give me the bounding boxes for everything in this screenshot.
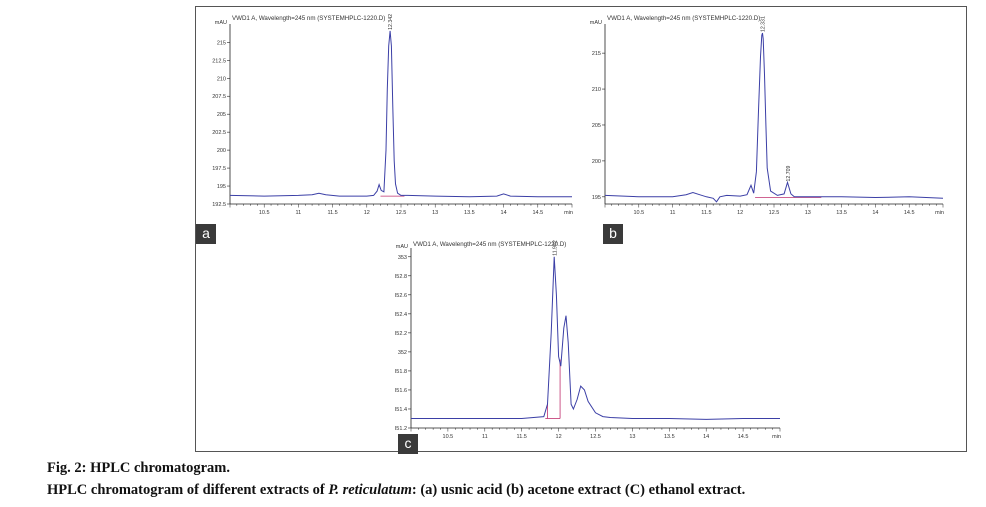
chromatogram-c-plot: VWD1 A, Wavelength=245 nm (SYSTEMHPLC-12… bbox=[395, 240, 781, 440]
x-axis-label-b: min bbox=[935, 210, 944, 216]
x-tick-label-c: 14 bbox=[703, 434, 709, 440]
chromatogram-b-plot: VWD1 A, Wavelength=245 nm (SYSTEMHPLC-12… bbox=[590, 15, 944, 216]
y-tick-label-a: 197.5 bbox=[212, 166, 226, 172]
x-tick-label-a: 13 bbox=[432, 210, 438, 216]
y-tick-label-a: 205 bbox=[217, 112, 226, 118]
y-tick-label-b: 200 bbox=[592, 159, 601, 165]
x-tick-label-b: 12 bbox=[737, 210, 743, 216]
y-tick-label-a: 192.5 bbox=[212, 202, 226, 208]
x-tick-label-a: 13.5 bbox=[464, 210, 475, 216]
x-tick-label-b: 11 bbox=[670, 210, 676, 216]
y-tick-label-b: 205 bbox=[592, 123, 601, 129]
trace-line-c bbox=[411, 256, 780, 420]
x-axis-label-c: min bbox=[772, 434, 781, 440]
x-tick-label-c: 10.5 bbox=[443, 434, 454, 440]
y-tick-label-b: 195 bbox=[592, 195, 601, 201]
caption-title: Fig. 2: HPLC chromatogram. bbox=[47, 460, 230, 476]
panel-label-c: c bbox=[398, 434, 418, 454]
y-tick-label-b: 210 bbox=[592, 87, 601, 93]
x-tick-label-c: 14.5 bbox=[738, 434, 749, 440]
caption-description: HPLC chromatogram of different extracts … bbox=[47, 482, 745, 499]
y-tick-label-c: 351.2 bbox=[395, 426, 407, 432]
y-tick-label-a: 215 bbox=[217, 40, 226, 46]
chart-title-c: VWD1 A, Wavelength=245 nm (SYSTEMHPLC-12… bbox=[413, 241, 566, 248]
x-tick-label-a: 11 bbox=[296, 210, 302, 216]
x-tick-label-b: 13 bbox=[805, 210, 811, 216]
peak-label-c: 11.942 bbox=[552, 240, 558, 256]
caption-text-after: : (a) usnic acid (b) acetone extract (C)… bbox=[411, 482, 746, 498]
chart-title-a: VWD1 A, Wavelength=245 nm (SYSTEMHPLC-12… bbox=[232, 15, 385, 22]
y-tick-label-a: 212.5 bbox=[212, 58, 226, 64]
x-tick-label-b: 11.5 bbox=[701, 210, 711, 216]
y-tick-label-c: 352 bbox=[398, 350, 407, 356]
chromatogram-panel-a: VWD1 A, Wavelength=245 nm (SYSTEMHPLC-12… bbox=[200, 12, 580, 217]
chart-title-b: VWD1 A, Wavelength=245 nm (SYSTEMHPLC-12… bbox=[607, 15, 760, 22]
x-tick-label-a: 10.5 bbox=[259, 210, 270, 216]
x-tick-label-b: 12.5 bbox=[769, 210, 780, 216]
x-tick-label-a: 12.5 bbox=[396, 210, 407, 216]
caption-species: P. reticulatum bbox=[328, 482, 412, 498]
y-tick-label-a: 202.5 bbox=[212, 130, 226, 136]
y-tick-label-c: 353 bbox=[398, 255, 407, 261]
y-tick-label-c: 352.4 bbox=[395, 312, 407, 318]
x-tick-label-c: 11.5 bbox=[517, 434, 527, 440]
y-tick-label-c: 352.6 bbox=[395, 293, 407, 299]
y-tick-label-a: 210 bbox=[217, 76, 226, 82]
x-tick-label-a: 14 bbox=[501, 210, 507, 216]
x-tick-label-b: 14.5 bbox=[904, 210, 915, 216]
y-tick-label-c: 352.2 bbox=[395, 331, 407, 337]
y-tick-label-a: 207.5 bbox=[212, 94, 226, 100]
x-tick-label-b: 14 bbox=[872, 210, 878, 216]
panel-label-a: a bbox=[196, 224, 216, 244]
chromatogram-panel-b: VWD1 A, Wavelength=245 nm (SYSTEMHPLC-12… bbox=[585, 12, 963, 217]
figure-frame bbox=[195, 6, 967, 452]
x-tick-label-a: 14.5 bbox=[532, 210, 543, 216]
trace-line-a bbox=[229, 30, 572, 198]
x-tick-label-b: 10.5 bbox=[633, 210, 644, 216]
chromatogram-panel-c: VWD1 A, Wavelength=245 nm (SYSTEMHPLC-12… bbox=[395, 238, 795, 444]
y-tick-label-a: 195 bbox=[217, 184, 226, 190]
peak-label-b: 12.331 bbox=[761, 16, 767, 32]
y-tick-label-c: 352.8 bbox=[395, 274, 407, 280]
x-axis-label-a: min bbox=[564, 210, 573, 216]
peak-label-a: 12.342 bbox=[388, 14, 394, 30]
x-tick-label-c: 12.5 bbox=[590, 434, 601, 440]
y-tick-label-c: 351.8 bbox=[395, 369, 407, 375]
x-tick-label-a: 11.5 bbox=[327, 210, 337, 216]
x-tick-label-c: 12 bbox=[556, 434, 562, 440]
trace-line-b bbox=[604, 32, 944, 203]
x-tick-label-b: 13.5 bbox=[836, 210, 847, 216]
y-tick-label-b: 215 bbox=[592, 51, 601, 57]
y-axis-label-b: mAU bbox=[590, 20, 602, 26]
x-tick-label-a: 12 bbox=[364, 210, 370, 216]
caption-text-before: HPLC chromatogram of different extracts … bbox=[47, 482, 329, 498]
y-tick-label-a: 200 bbox=[217, 148, 226, 154]
y-axis-label-a: mAU bbox=[215, 20, 227, 26]
y-tick-label-c: 351.6 bbox=[395, 388, 407, 394]
panel-label-b: b bbox=[603, 224, 623, 244]
x-tick-label-c: 13 bbox=[629, 434, 635, 440]
x-tick-label-c: 11 bbox=[482, 434, 488, 440]
y-axis-label-c: mAU bbox=[396, 244, 408, 250]
y-tick-label-c: 351.4 bbox=[395, 407, 407, 413]
chromatogram-a-plot: VWD1 A, Wavelength=245 nm (SYSTEMHPLC-12… bbox=[212, 14, 573, 216]
x-tick-label-c: 13.5 bbox=[664, 434, 675, 440]
peak-label-b: 12.709 bbox=[786, 165, 792, 181]
